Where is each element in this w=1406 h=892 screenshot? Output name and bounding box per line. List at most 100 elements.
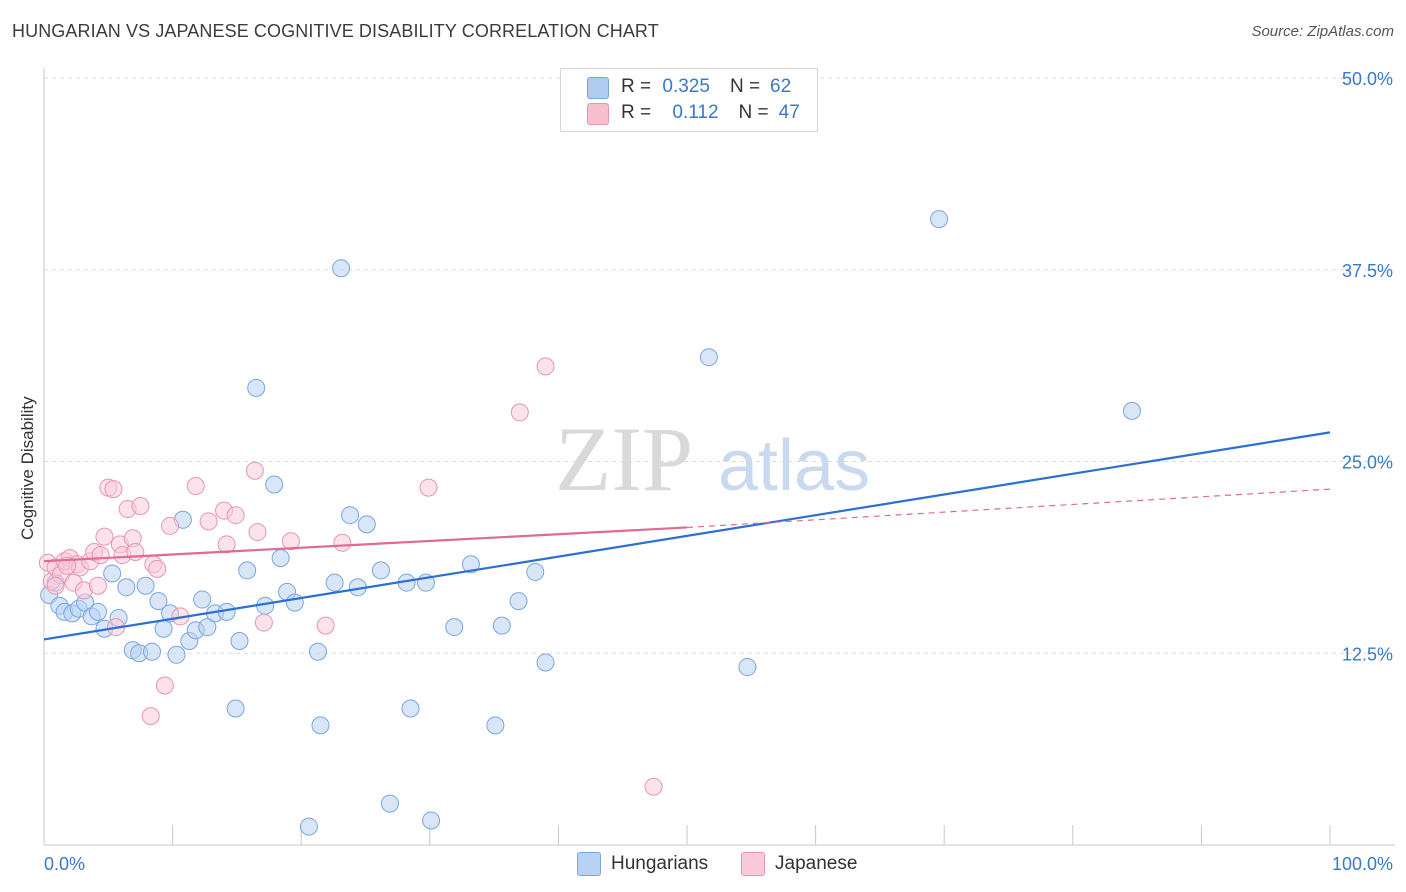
data-point: [148, 559, 167, 578]
legend-row-japanese: R = 0.112 N = 47: [621, 101, 800, 125]
data-point: [149, 592, 168, 611]
legend-swatch: [741, 852, 765, 876]
n-label: N =: [738, 102, 769, 123]
n-value: 47: [778, 102, 800, 123]
legend-label: Hungarians: [611, 853, 709, 874]
legend-swatch: [577, 852, 601, 876]
data-point: [341, 506, 360, 525]
x-tick-label: 100.0%: [1332, 854, 1393, 874]
y-axis-label: Cognitive Disability: [18, 396, 37, 540]
trend-line: [43, 431, 1331, 641]
data-point: [198, 618, 217, 637]
data-point: [103, 564, 122, 583]
data-point: [131, 496, 150, 515]
watermark-atlas: atlas: [718, 426, 870, 506]
data-point: [46, 576, 65, 595]
data-point: [526, 562, 545, 581]
data-point: [492, 616, 511, 635]
data-point: [245, 461, 264, 480]
data-point: [281, 532, 300, 551]
data-point: [238, 561, 257, 580]
legend-item-japanese: Japanese: [741, 852, 857, 876]
data-point: [136, 576, 155, 595]
data-point: [154, 619, 173, 638]
data-point: [89, 602, 108, 621]
data-point: [247, 378, 266, 397]
data-point: [95, 527, 114, 546]
data-point: [536, 357, 555, 376]
data-point: [357, 515, 376, 534]
data-point: [311, 716, 330, 735]
data-point: [285, 593, 304, 612]
r-label: R =: [621, 76, 652, 97]
data-point: [58, 556, 77, 575]
y-tick-label: 12.5%: [1342, 644, 1393, 664]
data-point: [230, 631, 249, 650]
data-point: [199, 512, 218, 531]
data-point: [332, 259, 351, 278]
legend-label: Japanese: [775, 853, 858, 874]
data-point: [104, 480, 123, 499]
data-point: [226, 506, 245, 525]
r-value: 0.112: [672, 102, 719, 123]
r-value: 0.325: [662, 76, 710, 97]
data-point: [89, 576, 108, 595]
data-point: [461, 555, 480, 574]
y-tick-label: 25.0%: [1342, 453, 1393, 473]
legend-swatch-hungarians: [587, 77, 609, 99]
n-value: 62: [770, 76, 792, 97]
data-point: [217, 535, 236, 554]
data-point: [644, 777, 663, 796]
x-tick-label: 0.0%: [44, 854, 85, 874]
data-point: [265, 475, 284, 494]
tick-labels: 12.5% 25.0% 37.5% 50.0% 0.0% 100.0%: [44, 69, 1393, 874]
data-point: [91, 546, 110, 565]
data-point: [401, 699, 420, 718]
data-point: [167, 645, 186, 664]
data-point: [371, 561, 390, 580]
data-point: [117, 578, 136, 597]
data-point: [143, 642, 162, 661]
data-point: [193, 590, 212, 609]
stats-legend: R = 0.325 N = 62 R = 0.112 N = 47: [560, 68, 818, 132]
data-point: [316, 616, 335, 635]
n-label: N =: [729, 76, 761, 97]
legend-swatch-japanese: [587, 103, 609, 125]
data-point: [510, 403, 529, 422]
data-point: [141, 707, 160, 726]
data-point: [271, 549, 290, 568]
data-point: [422, 811, 441, 830]
watermark: ZIP atlas: [555, 408, 870, 510]
data-point: [738, 658, 757, 677]
data-point: [186, 477, 205, 496]
source-label: Source: ZipAtlas.com: [1251, 23, 1394, 40]
data-point: [930, 210, 949, 229]
legend-item-hungarians: Hungarians: [577, 852, 708, 876]
data-point: [419, 478, 438, 497]
trend-line: [43, 526, 688, 563]
data-point: [1122, 401, 1141, 420]
data-point: [509, 592, 528, 611]
data-point: [699, 348, 718, 367]
data-point: [486, 716, 505, 735]
data-point: [299, 817, 318, 836]
data-point: [161, 516, 180, 535]
data-point: [126, 543, 145, 562]
data-point: [333, 533, 352, 552]
data-point: [226, 699, 245, 718]
data-point: [155, 676, 174, 695]
chart-title: HUNGARIAN VS JAPANESE COGNITIVE DISABILI…: [12, 21, 659, 41]
trend-line-extension: [686, 488, 1331, 529]
y-tick-label: 37.5%: [1342, 261, 1393, 281]
data-point: [248, 523, 267, 542]
data-point: [536, 653, 555, 672]
data-point: [445, 618, 464, 637]
data-point: [325, 573, 344, 592]
axes: [43, 68, 1395, 846]
data-point: [380, 794, 399, 813]
watermark-zip: ZIP: [555, 408, 693, 510]
data-point: [308, 642, 327, 661]
r-label: R =: [621, 102, 652, 123]
legend-row-hungarians: R = 0.325 N = 62: [621, 75, 791, 99]
